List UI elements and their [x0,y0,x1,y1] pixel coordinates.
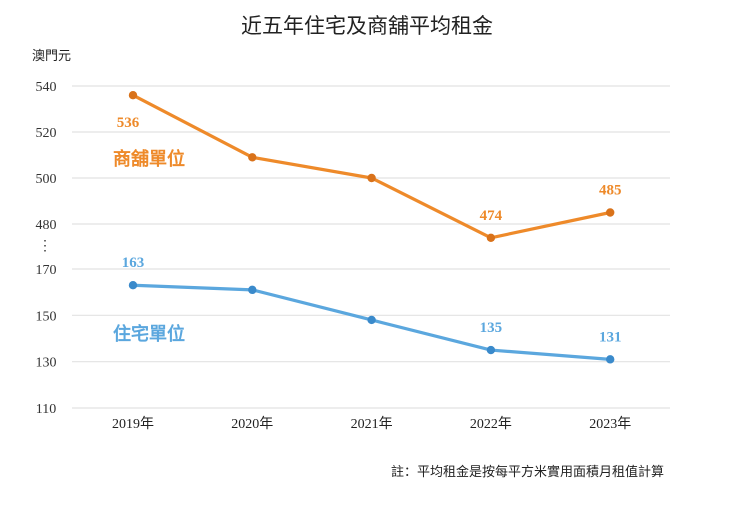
y-tick-labels: 480 500 520 540 110 130 150 170 [36,80,57,417]
y-tick-500: 500 [36,172,57,187]
data-label-0-3: 474 [480,208,503,224]
data-label-0-0: 536 [117,115,140,131]
series-name-label-0: 商舖單位 [113,148,185,170]
data-point-1-2 [367,315,376,325]
x-tick-0: 2019年 [112,416,154,432]
x-tick-4: 2023年 [589,416,631,432]
data-point-0-2 [367,173,376,183]
data-point-1-0 [128,281,138,290]
y-tick-540: 540 [36,80,57,95]
data-labels: 536 474 485 商舖單位 163 135 131 住宅單位 [113,115,621,345]
data-point-0-3 [486,233,496,242]
axis-break-symbol: ⋮ [38,239,52,254]
x-tick-3: 2022年 [470,416,512,432]
series-line-0 [132,93,611,240]
x-tick-2: 2021年 [351,416,393,432]
y-tick-480: 480 [36,218,57,233]
data-point-0-1 [248,153,257,162]
series-lines [128,91,615,364]
data-point-1-1 [248,285,257,295]
chart-title: 近五年住宅及商舖平均租金 [241,14,493,38]
y-tick-150: 150 [36,309,57,324]
y-tick-170: 170 [36,263,57,278]
footnote: 註：平均租金是按每平方米實用面積月租值計算 [391,464,664,480]
data-label-1-0: 163 [122,255,145,271]
data-label-1-4: 131 [599,329,622,345]
data-label-1-3: 135 [480,320,503,336]
x-tick-1: 2020年 [231,416,273,432]
data-point-0-4 [606,208,615,217]
y-tick-130: 130 [36,356,57,371]
y-tick-520: 520 [36,126,57,141]
y-tick-110: 110 [36,402,56,417]
data-point-0-0 [128,91,138,100]
data-point-1-4 [606,355,615,364]
series-name-label-1: 住宅單位 [113,323,185,345]
x-tick-labels: 2019年 2020年 2021年 2022年 2023年 [112,416,631,432]
data-label-0-4: 485 [599,183,622,199]
y-axis-unit-label: 澳門元 [32,48,71,64]
gridlines [72,85,670,409]
data-point-1-3 [486,345,496,355]
